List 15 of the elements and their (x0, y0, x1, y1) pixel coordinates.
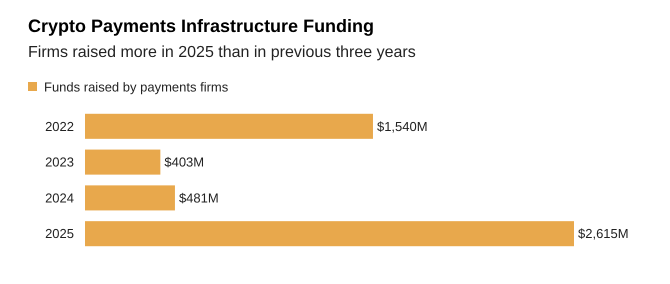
data-label: $2,615M (578, 226, 629, 242)
chart-subtitle: Firms raised more in 2025 than in previous three years (28, 44, 416, 61)
y-tick-label: 2023 (45, 154, 74, 170)
data-label: $403M (164, 154, 204, 170)
bar (85, 114, 373, 139)
data-label: $1,540M (376, 118, 428, 134)
y-tick-label: 2025 (45, 226, 74, 242)
bar (85, 150, 160, 175)
chart-title: Crypto Payments Infrastructure Funding (28, 16, 374, 36)
y-tick-label: 2022 (45, 118, 74, 134)
y-tick-label: 2024 (45, 190, 74, 206)
bar (85, 185, 175, 210)
legend-label: Funds raised by payments firms (44, 80, 229, 94)
bar (85, 221, 574, 246)
data-label: $481M (178, 190, 219, 206)
